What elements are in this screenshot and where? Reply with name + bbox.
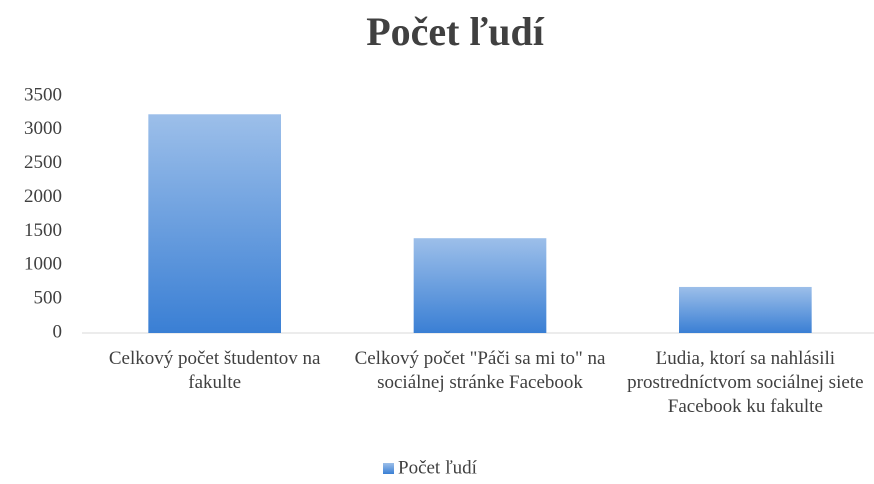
x-tick-line: Celkový počet "Páči sa mi to" na: [355, 348, 606, 369]
x-tick-line: fakulte: [188, 372, 241, 393]
y-tick-label: 3000: [24, 118, 62, 139]
x-tick-line: sociálnej stránke Facebook: [377, 372, 583, 393]
x-tick-label: Celkový počet "Páči sa mi to" na sociálne…: [355, 348, 606, 393]
y-tick-label: 3500: [24, 84, 62, 105]
legend-swatch: [383, 463, 394, 474]
y-tick-label: 2500: [24, 152, 62, 173]
legend-label: Počet ľudí: [398, 457, 478, 478]
y-tick-label: 1500: [24, 220, 62, 241]
y-tick-label: 0: [53, 321, 63, 342]
chart-title: Počet ľudí: [366, 9, 545, 54]
bar: [413, 238, 547, 333]
y-tick-label: 500: [34, 288, 63, 309]
x-tick-line: Celkový počet študentov na: [109, 348, 321, 369]
y-tick-label: 1000: [24, 254, 62, 275]
x-tick-line: prostredníctvom sociálnej siete: [627, 372, 863, 393]
bar: [148, 114, 281, 333]
x-tick-label: Celkový počet študentov na fakulte: [109, 348, 321, 393]
legend: Počet ľudí: [383, 457, 478, 478]
y-tick-label: 2000: [24, 186, 62, 207]
x-tick-line: Ľudia, ktorí sa nahlásili: [656, 348, 835, 369]
x-tick-label: Ľudia, ktorí sa nahlásili prostredníctvom…: [627, 348, 863, 417]
x-tick-line: Facebook ku fakulte: [668, 396, 823, 417]
bar: [679, 286, 812, 333]
